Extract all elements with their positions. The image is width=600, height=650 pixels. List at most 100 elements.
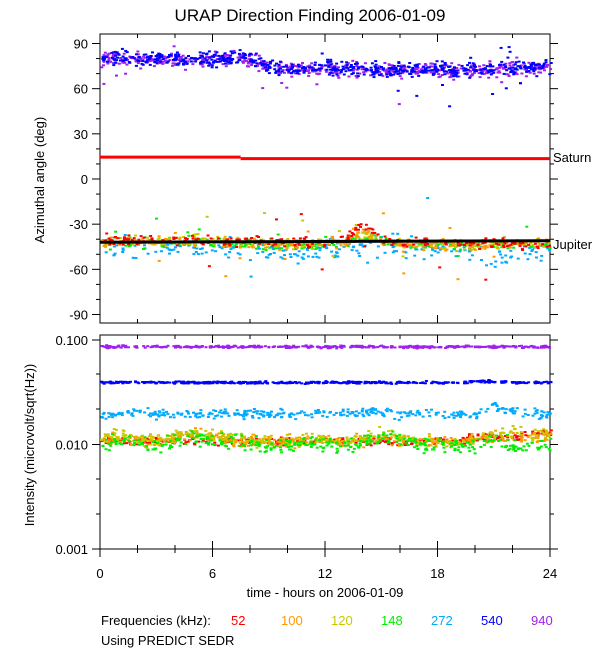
data-point [140,441,144,444]
data-point [520,247,524,250]
data-point [209,381,213,384]
data-point [349,437,353,440]
data-point [279,446,283,449]
data-point [138,443,142,446]
data-point [535,434,539,437]
data-point [309,380,313,383]
data-point [367,430,371,432]
data-point [171,62,175,65]
data-point [365,409,369,412]
data-point [501,241,505,244]
data-point [412,243,416,246]
data-point [477,412,481,415]
data-point [523,252,527,255]
data-point [281,243,284,246]
data-point [261,414,265,417]
data-point [479,379,483,382]
data-point [280,439,284,442]
data-point [335,442,339,445]
data-point [276,233,280,236]
data-point [269,253,272,255]
data-point [323,436,327,438]
data-point [403,69,407,72]
data-point [275,239,279,241]
data-point [284,347,288,349]
data-point [245,440,249,442]
data-point [469,74,473,77]
data-point [261,248,265,251]
data-point [374,408,377,411]
data-point [300,246,304,249]
data-point [109,236,113,239]
data-point [123,237,127,240]
data-point [250,415,254,417]
data-point [444,241,447,244]
data-point [488,62,492,65]
data-point [187,382,190,385]
data-point [436,243,440,246]
data-point [110,433,114,436]
data-point [369,381,373,384]
data-point [188,416,192,418]
data-point [134,64,138,67]
data-point [104,442,108,444]
data-point [158,53,162,56]
data-point [109,239,113,242]
data-point [121,61,125,64]
data-point [479,247,483,250]
data-point [511,407,515,410]
data-point [397,442,401,445]
data-point [115,74,118,77]
data-point [374,68,378,70]
data-point [107,412,111,415]
data-point [314,409,318,412]
data-point [319,64,323,67]
data-point [273,242,277,245]
data-point [128,236,132,239]
data-point [114,346,118,349]
data-point [463,444,467,447]
data-point [147,414,151,417]
data-point [201,414,205,417]
data-point [370,410,374,413]
data-point [463,442,467,445]
data-point [283,258,287,260]
data-point [201,381,205,384]
data-point [273,416,276,419]
data-point [135,243,139,245]
data-point [380,412,384,415]
data-point [304,66,308,69]
data-point [323,438,327,441]
data-point [107,59,111,61]
data-point [387,63,391,66]
data-point [201,55,204,58]
data-point [242,413,246,416]
data-point [448,105,452,108]
data-point [327,73,331,76]
data-point [278,439,282,442]
data-point [247,437,251,439]
data-point [191,63,195,66]
data-point [295,245,299,248]
data-point [523,382,527,385]
data-point [124,72,128,75]
data-point [110,412,114,415]
data-point [470,254,474,257]
data-point [289,256,293,258]
data-point [418,441,422,444]
data-point [478,248,482,250]
data-point [354,224,358,226]
data-point [178,59,181,62]
data-point [122,59,126,62]
data-point [419,71,423,74]
data-point [361,413,365,416]
data-point [182,60,186,63]
data-point [206,433,210,436]
data-point [228,245,232,248]
data-point [400,416,404,419]
data-point [505,69,509,72]
data-point [233,413,237,416]
data-point [549,381,553,384]
data-point [368,438,372,441]
data-point [357,236,361,239]
